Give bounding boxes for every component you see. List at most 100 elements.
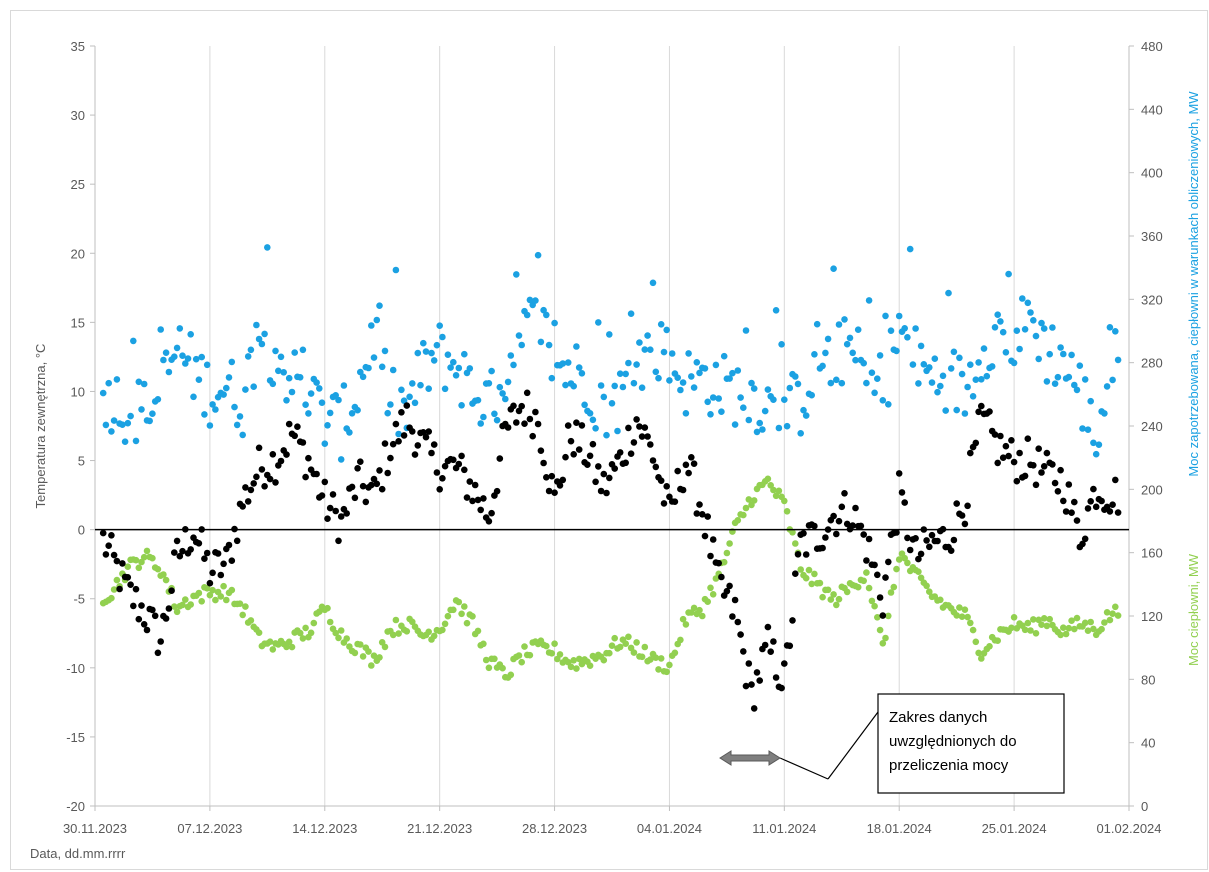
data-point-plant_power: [865, 584, 873, 592]
data-point-demand_power: [937, 382, 944, 390]
data-point-demand_power: [575, 364, 583, 371]
data-point-plant_power: [830, 591, 837, 598]
data-point-temperature: [329, 491, 337, 498]
data-point-demand_power: [652, 368, 660, 376]
data-point-plant_power: [154, 565, 162, 573]
data-point-temperature: [414, 442, 422, 449]
data-point-demand_power: [800, 406, 807, 414]
data-point-demand_power: [302, 401, 309, 409]
data-point-demand_power: [154, 396, 162, 403]
data-point-demand_power: [223, 384, 230, 392]
data-point-temperature: [119, 560, 126, 567]
data-point-plant_power: [616, 643, 624, 651]
data-point-temperature: [266, 475, 274, 483]
data-point-plant_power: [726, 540, 733, 547]
data-point-plant_power: [1084, 627, 1092, 634]
data-point-temperature: [425, 428, 433, 435]
data-point-temperature: [140, 621, 148, 628]
data-point-demand_power: [999, 328, 1007, 336]
data-point-temperature: [1090, 485, 1097, 493]
data-point-temperature: [157, 638, 164, 645]
data-point-demand_power: [950, 348, 958, 356]
data-point-demand_power: [696, 369, 703, 377]
data-point-plant_power: [1071, 625, 1078, 633]
data-point-plant_power: [365, 648, 372, 655]
data-point-temperature: [885, 558, 892, 566]
data-point-temperature: [258, 466, 266, 473]
data-point-temperature: [950, 536, 958, 544]
data-point-temperature: [625, 424, 632, 432]
data-point-demand_power: [742, 327, 750, 334]
data-point-plant_power: [217, 593, 225, 600]
data-point-demand_power: [843, 340, 851, 348]
data-point-plant_power: [690, 604, 698, 612]
data-point-demand_power: [961, 410, 969, 417]
data-point-demand_power: [876, 352, 884, 359]
data-point-temperature: [228, 557, 236, 564]
y-left-tick-label: -10: [66, 661, 85, 676]
data-point-temperature: [742, 682, 750, 690]
data-point-demand_power: [99, 389, 107, 397]
data-point-demand_power: [745, 416, 753, 424]
data-point-plant_power: [742, 504, 750, 512]
data-point-demand_power: [518, 341, 525, 349]
data-point-demand_power: [636, 339, 643, 346]
data-point-temperature: [1021, 472, 1029, 480]
data-point-demand_power: [149, 410, 156, 418]
data-point-temperature: [540, 459, 547, 467]
data-point-temperature: [756, 677, 763, 684]
data-point-demand_power: [130, 337, 137, 345]
data-point-demand_power: [127, 412, 134, 420]
data-point-demand_power: [928, 379, 936, 386]
data-point-demand_power: [510, 361, 517, 369]
data-point-plant_power: [1010, 614, 1018, 621]
data-point-temperature: [556, 482, 564, 489]
data-point-demand_power: [376, 302, 383, 310]
data-point-temperature: [564, 422, 572, 429]
data-point-demand_power: [132, 437, 140, 445]
data-point-temperature: [584, 461, 591, 469]
data-point-demand_power: [239, 431, 246, 439]
annotation: Zakres danych uwzględnionych do przelicz…: [719, 693, 1065, 794]
data-point-demand_power: [447, 364, 454, 371]
data-point-temperature: [772, 674, 780, 681]
data-point-demand_power: [110, 417, 118, 424]
data-point-temperature: [682, 461, 690, 469]
data-point-plant_power: [1090, 625, 1097, 633]
data-point-temperature: [748, 681, 755, 688]
data-point-plant_power: [124, 563, 132, 570]
data-point-plant_power: [395, 630, 402, 637]
data-point-temperature: [165, 605, 173, 612]
data-point-demand_power: [368, 322, 375, 329]
data-point-temperature: [841, 490, 848, 497]
data-point-plant_power: [357, 641, 364, 648]
data-point-temperature: [450, 456, 457, 464]
data-point-temperature: [953, 500, 960, 507]
data-point-plant_power: [663, 668, 670, 676]
data-point-temperature: [652, 463, 660, 471]
data-point-demand_power: [833, 376, 840, 384]
data-point-plant_power: [879, 640, 887, 647]
annotation-leader-line: [827, 711, 879, 780]
data-point-plant_power: [792, 540, 799, 547]
data-point-demand_power: [1060, 350, 1067, 358]
data-point-temperature: [611, 465, 618, 472]
data-point-plant_power: [972, 638, 980, 646]
data-point-temperature: [206, 579, 214, 587]
data-point-demand_power: [824, 335, 832, 343]
data-point-temperature: [108, 532, 115, 539]
data-point-temperature: [770, 638, 777, 645]
data-point-plant_power: [863, 569, 870, 576]
data-point-plant_power: [969, 626, 977, 634]
data-point-temperature: [961, 520, 969, 528]
data-point-plant_power: [745, 496, 753, 503]
data-point-plant_power: [1073, 614, 1081, 622]
data-point-demand_power: [934, 388, 941, 396]
data-point-plant_power: [499, 664, 506, 672]
data-point-demand_power: [1095, 441, 1103, 449]
data-point-temperature: [485, 518, 493, 525]
data-point-demand_power: [370, 354, 378, 361]
data-point-demand_power: [1046, 350, 1053, 358]
y-right-tick-label: 240: [1141, 419, 1163, 434]
data-point-plant_power: [895, 556, 903, 563]
